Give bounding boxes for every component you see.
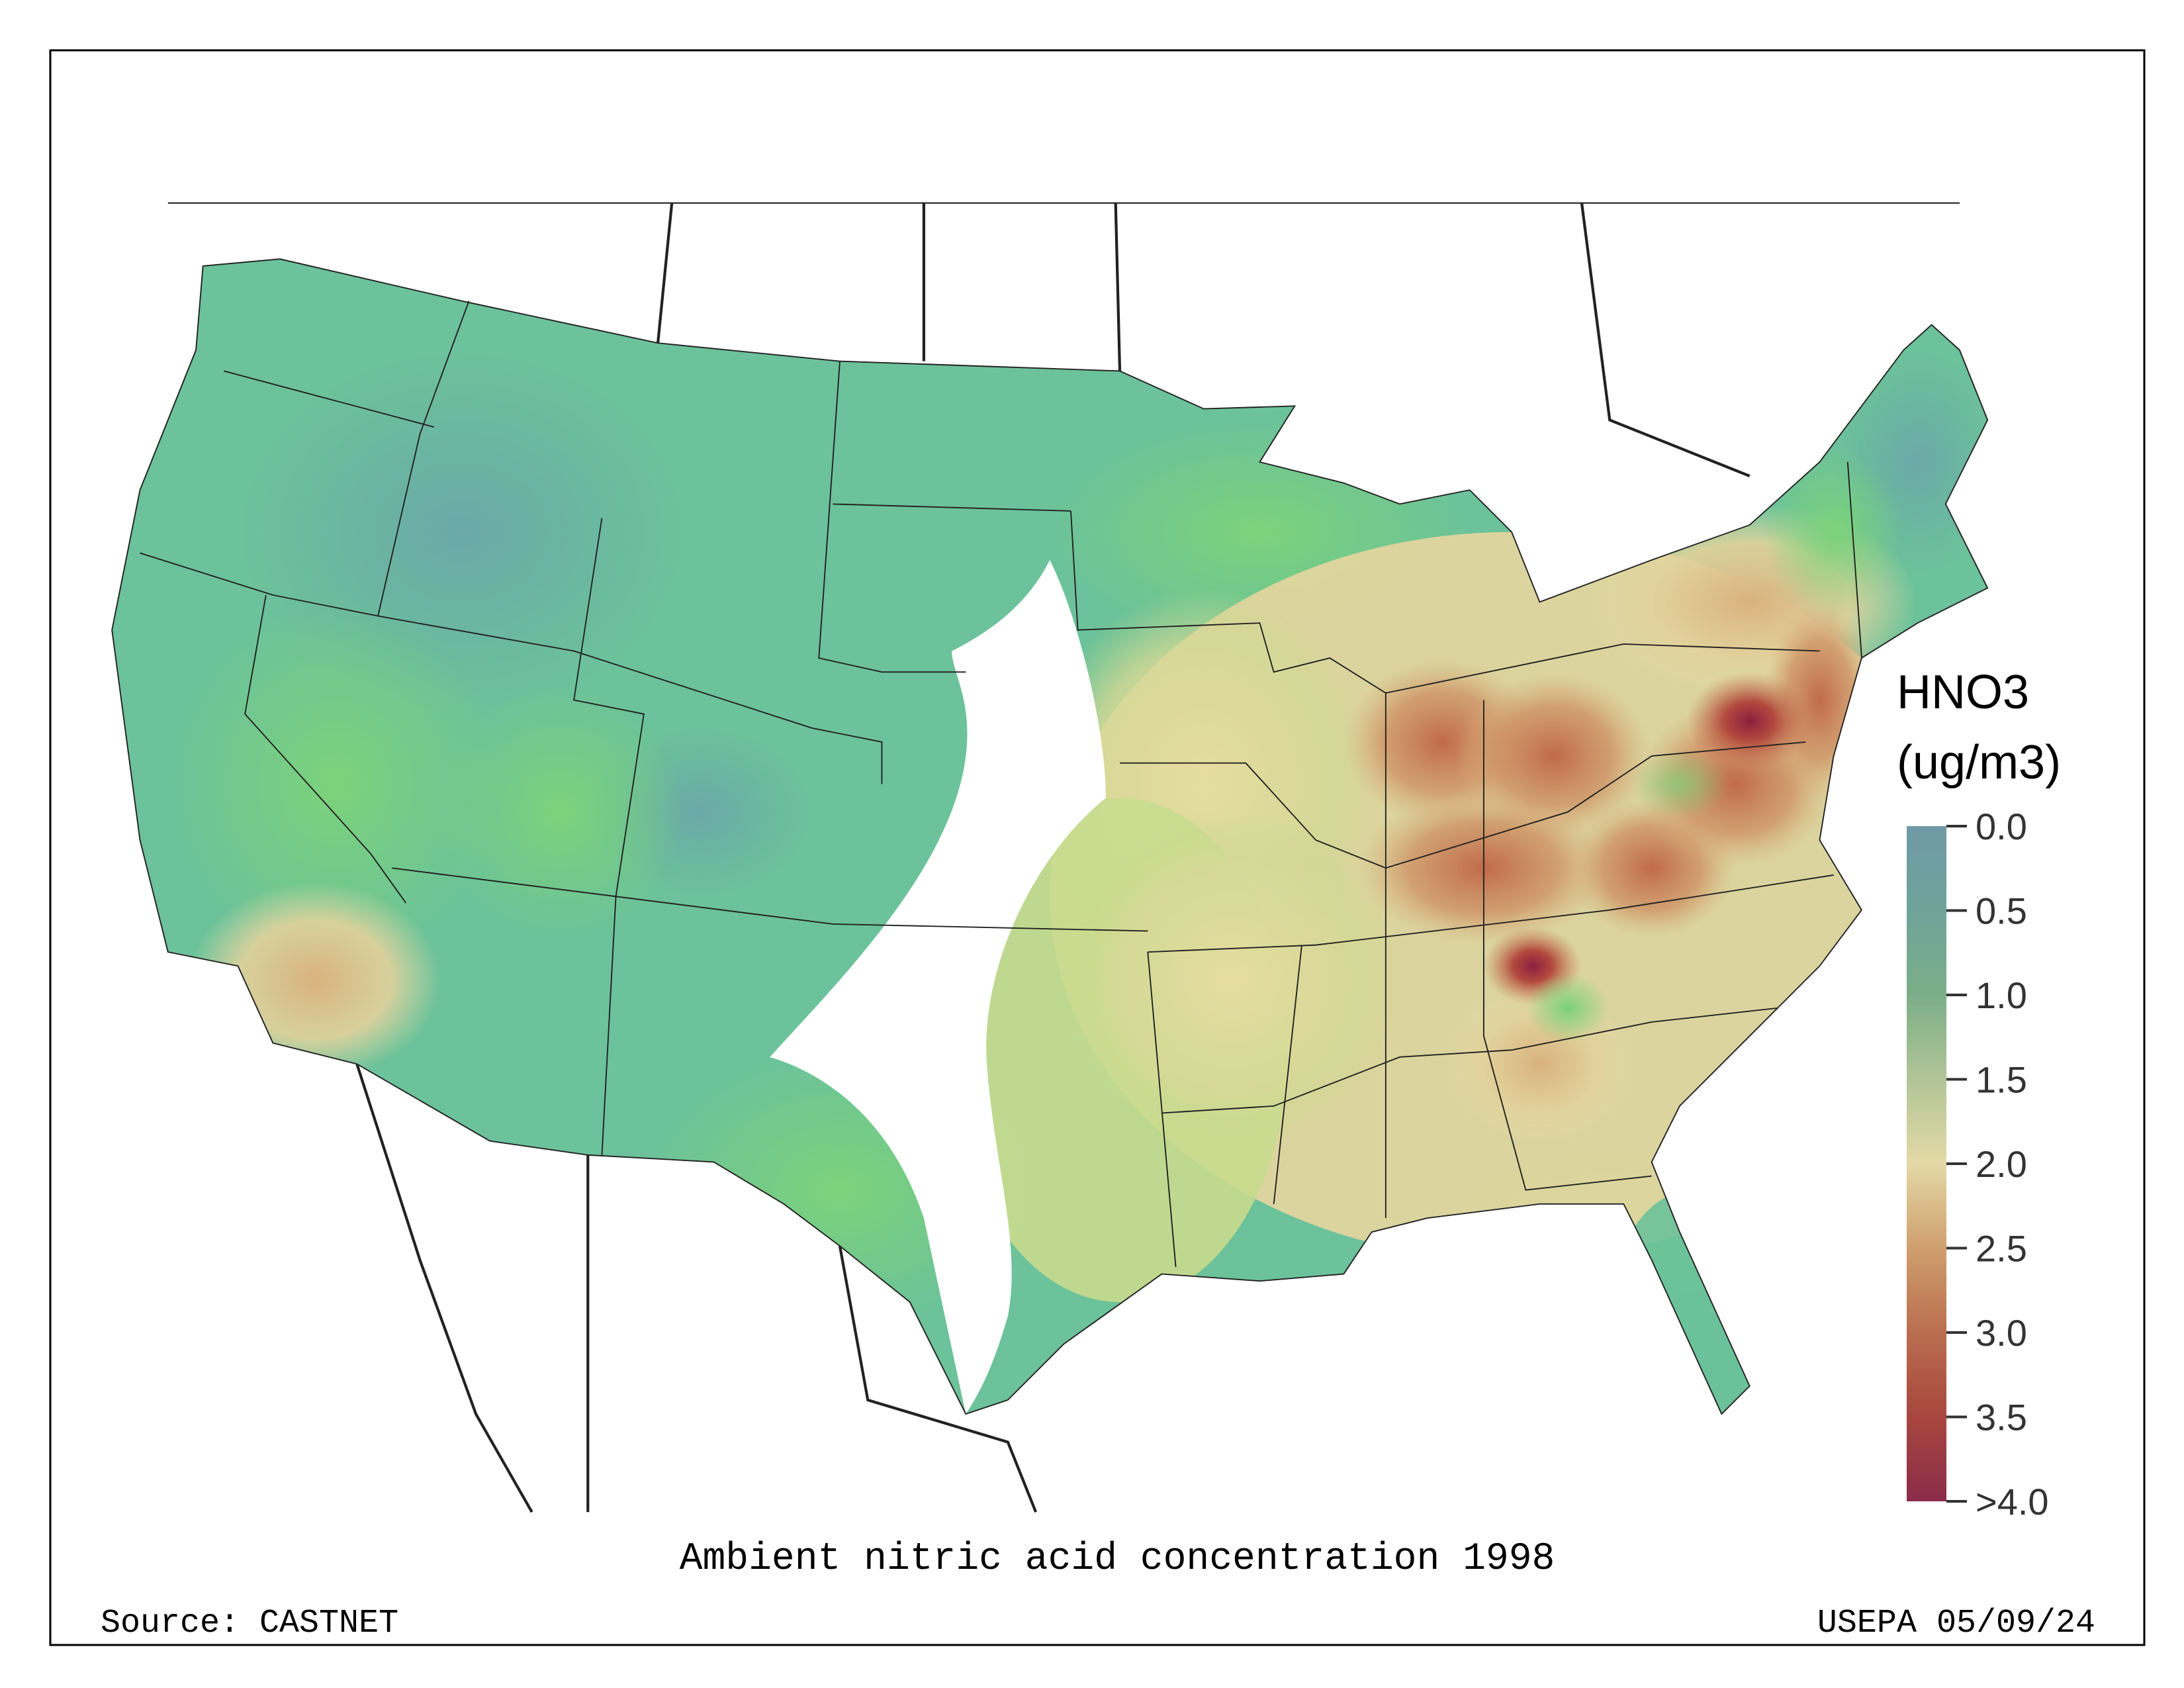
legend-tick-label: >4.0 [1976,1481,2049,1523]
legend-tick-label: 0.0 [1976,806,2027,847]
legend-tick-label: 3.5 [1976,1397,2027,1438]
source-label: Source: CASTNET [101,1605,398,1642]
legend-tick-label: 2.0 [1976,1143,2027,1185]
color-legend: HNO3 (ug/m3) 0.0 0.5 1.0 1.5 2.0 2.5 3.0 3.5 >4.… [1897,666,2061,1523]
legend-tick-label: 1.5 [1976,1059,2027,1101]
credit-label: USEPA 05/09/24 [1817,1605,2095,1642]
figure-frame [49,49,2146,1646]
chart-title: Ambient nitric acid concentration 1998 [680,1538,1555,1581]
legend-title-line1: HNO3 [1897,666,2029,719]
peak-zone-pennsylvania [1686,672,1813,771]
legend-title-line2: (ug/m3) [1897,736,2061,789]
high-zone-southern-california [189,882,441,1078]
legend-tick-label: 0.5 [1976,890,2027,932]
legend-colorbar [1907,826,1946,1501]
legend-tick-label: 3.0 [1976,1312,2027,1354]
state-boundaries [111,258,1988,1415]
legend-tick-label: 1.0 [1976,974,2027,1016]
neighbor-countries [167,202,1960,1513]
legend-tick-label: 2.5 [1976,1228,2027,1270]
no-data-region [770,560,1106,1415]
